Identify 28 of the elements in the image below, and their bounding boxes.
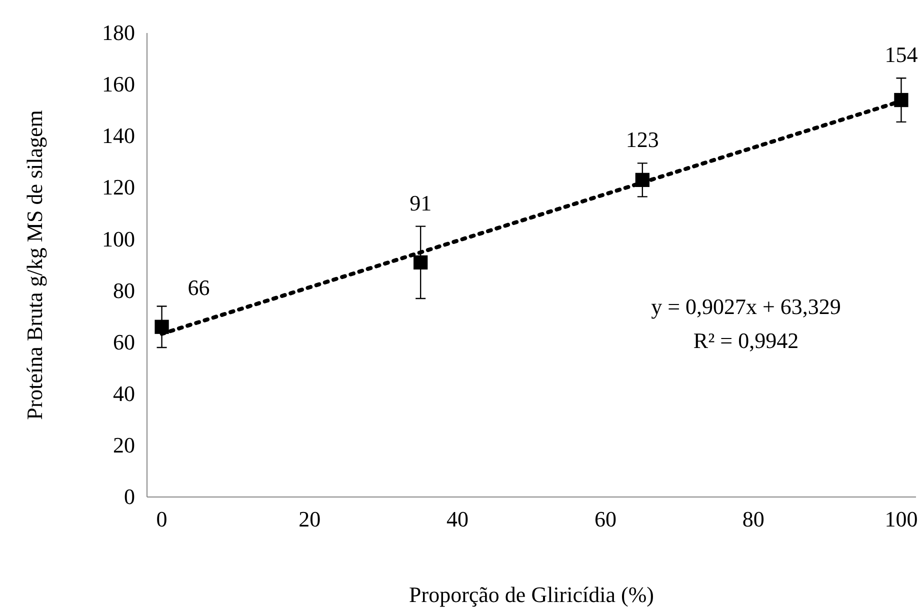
y-tick-label: 20 — [113, 432, 135, 458]
x-axis-title: Proporção de Gliricídia (%) — [409, 582, 654, 607]
point — [414, 255, 428, 270]
point — [154, 320, 169, 334]
data-label: 66 — [188, 274, 210, 300]
y-tick-label: 120 — [102, 174, 135, 200]
y-tick-label: 80 — [113, 278, 135, 303]
x-tick-label: 0 — [156, 506, 168, 532]
y-tick-label: 140 — [102, 123, 135, 148]
x-tick-label: 100 — [884, 506, 918, 532]
y-tick-label: 160 — [102, 72, 135, 97]
annotation: R² = 0,9942 — [693, 328, 799, 353]
y-axis-title: Proteína Bruta g/kg MS de silagem — [22, 110, 47, 420]
y-tick-label: 180 — [102, 20, 135, 46]
data-label: 154 — [884, 42, 918, 68]
x-tick-label: 20 — [298, 506, 321, 532]
point — [635, 172, 650, 188]
y-tick-label: 0 — [124, 484, 135, 510]
x-tick-label: 40 — [446, 506, 469, 532]
y-tick-label: 60 — [113, 329, 135, 354]
x-tick-label: 80 — [742, 506, 764, 532]
data-label: 123 — [626, 127, 659, 152]
y-tick-label: 100 — [102, 226, 135, 252]
data-label: 91 — [410, 190, 432, 216]
x-tick-label: 60 — [594, 506, 616, 532]
annotation: y = 0,9027x + 63,329 — [651, 294, 841, 319]
y-tick-label: 40 — [113, 380, 135, 406]
point — [894, 92, 908, 108]
